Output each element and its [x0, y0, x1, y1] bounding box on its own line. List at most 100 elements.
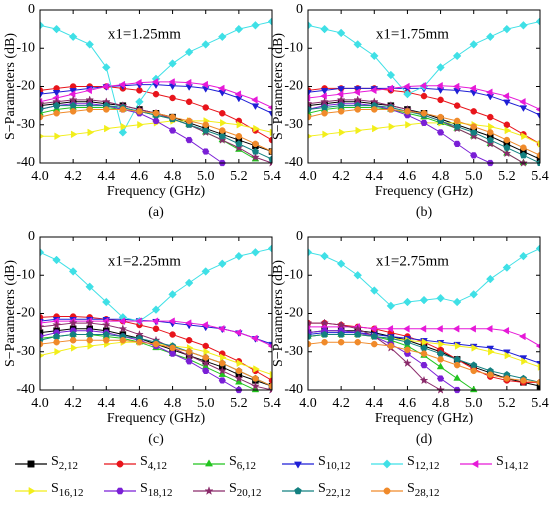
legend-marker	[28, 486, 36, 496]
marker	[519, 251, 528, 261]
y-tick-label: -10	[16, 267, 35, 282]
marker	[40, 133, 45, 139]
marker	[202, 354, 209, 361]
marker	[437, 113, 444, 121]
marker	[40, 87, 44, 94]
x-axis-label: Frequency (GHz)	[107, 411, 206, 426]
marker	[202, 104, 209, 111]
y-tick-label: -10	[284, 267, 303, 282]
marker	[386, 70, 396, 80]
marker	[86, 337, 93, 344]
marker	[308, 133, 313, 139]
marker	[52, 24, 61, 34]
panel: 0 -10 -20 -30 -404.0 4.2 4.4 4.6 4.8 5.0 5.2 5.4 x1=…	[3, 2, 281, 220]
marker	[217, 324, 225, 333]
marker	[504, 126, 512, 135]
marker	[436, 81, 443, 90]
marker	[337, 330, 345, 338]
legend-label: S14,12	[496, 454, 529, 471]
x-tick-label: 4.4	[98, 396, 116, 411]
marker	[184, 78, 192, 87]
x-tick-label: 5.0	[465, 396, 483, 411]
marker	[235, 140, 243, 147]
legend-marker	[382, 459, 392, 469]
marker	[185, 136, 193, 144]
marker	[504, 351, 512, 360]
marker	[387, 106, 395, 113]
marker	[438, 340, 445, 348]
marker	[185, 98, 193, 106]
x-tick-label: 4.6	[131, 169, 149, 184]
caption: (b)	[416, 205, 433, 220]
marker	[370, 332, 378, 340]
x-tick-label: 5.4	[531, 169, 549, 184]
marker	[404, 108, 411, 115]
marker	[69, 337, 77, 344]
marker	[235, 367, 243, 375]
marker	[452, 82, 460, 91]
marker	[169, 113, 176, 121]
x-tick-label: 4.2	[64, 169, 82, 184]
marker	[403, 82, 410, 91]
marker	[536, 152, 540, 159]
marker	[251, 96, 258, 104]
marker	[337, 338, 345, 346]
y-tick-label: 0	[296, 2, 303, 17]
x-tick-label: 4.4	[366, 169, 384, 184]
marker	[320, 318, 330, 327]
marker	[85, 282, 94, 291]
x-tick-label: 4.2	[332, 169, 350, 184]
marker	[52, 90, 61, 97]
marker	[336, 90, 344, 98]
marker	[152, 325, 160, 333]
marker	[308, 318, 313, 327]
marker	[320, 88, 329, 95]
marker	[185, 337, 193, 344]
marker	[268, 136, 272, 144]
marker	[136, 108, 143, 115]
marker	[250, 381, 260, 390]
marker	[218, 377, 226, 384]
x-tick-label: 4.6	[131, 396, 149, 411]
marker	[217, 84, 225, 93]
marker	[203, 347, 211, 356]
legend-label: S20,12	[229, 481, 262, 498]
marker	[251, 248, 260, 257]
marker	[470, 152, 478, 159]
caption: (a)	[148, 205, 164, 220]
marker	[68, 90, 76, 98]
marker	[452, 324, 460, 333]
marker	[436, 63, 445, 72]
marker	[185, 358, 193, 365]
legend-marker	[204, 459, 214, 467]
marker	[104, 124, 111, 133]
marker	[470, 108, 477, 115]
marker	[85, 86, 92, 95]
x-tick-label: 5.2	[230, 169, 248, 184]
x-tick-label: 4.8	[432, 396, 450, 411]
marker	[403, 324, 410, 333]
marker	[40, 353, 45, 359]
marker	[338, 128, 346, 137]
y-tick-label: -30	[284, 117, 303, 132]
marker	[320, 24, 329, 34]
x-tick-label: 5.0	[197, 169, 215, 184]
y-axis-label: S−Parameters (dB)	[3, 33, 18, 140]
legend-marker	[116, 487, 124, 495]
marker	[268, 155, 272, 163]
marker	[469, 290, 478, 299]
marker	[502, 263, 512, 272]
marker	[185, 84, 193, 91]
plot-area	[308, 17, 540, 167]
marker	[537, 363, 540, 371]
x-tick-label: 4.8	[432, 169, 450, 184]
marker	[519, 332, 526, 341]
marker	[53, 338, 60, 346]
marker	[503, 121, 511, 128]
marker	[535, 106, 540, 112]
marker	[535, 17, 540, 26]
marker	[469, 84, 476, 93]
marker	[420, 110, 428, 117]
marker	[40, 322, 45, 331]
marker	[419, 81, 427, 90]
